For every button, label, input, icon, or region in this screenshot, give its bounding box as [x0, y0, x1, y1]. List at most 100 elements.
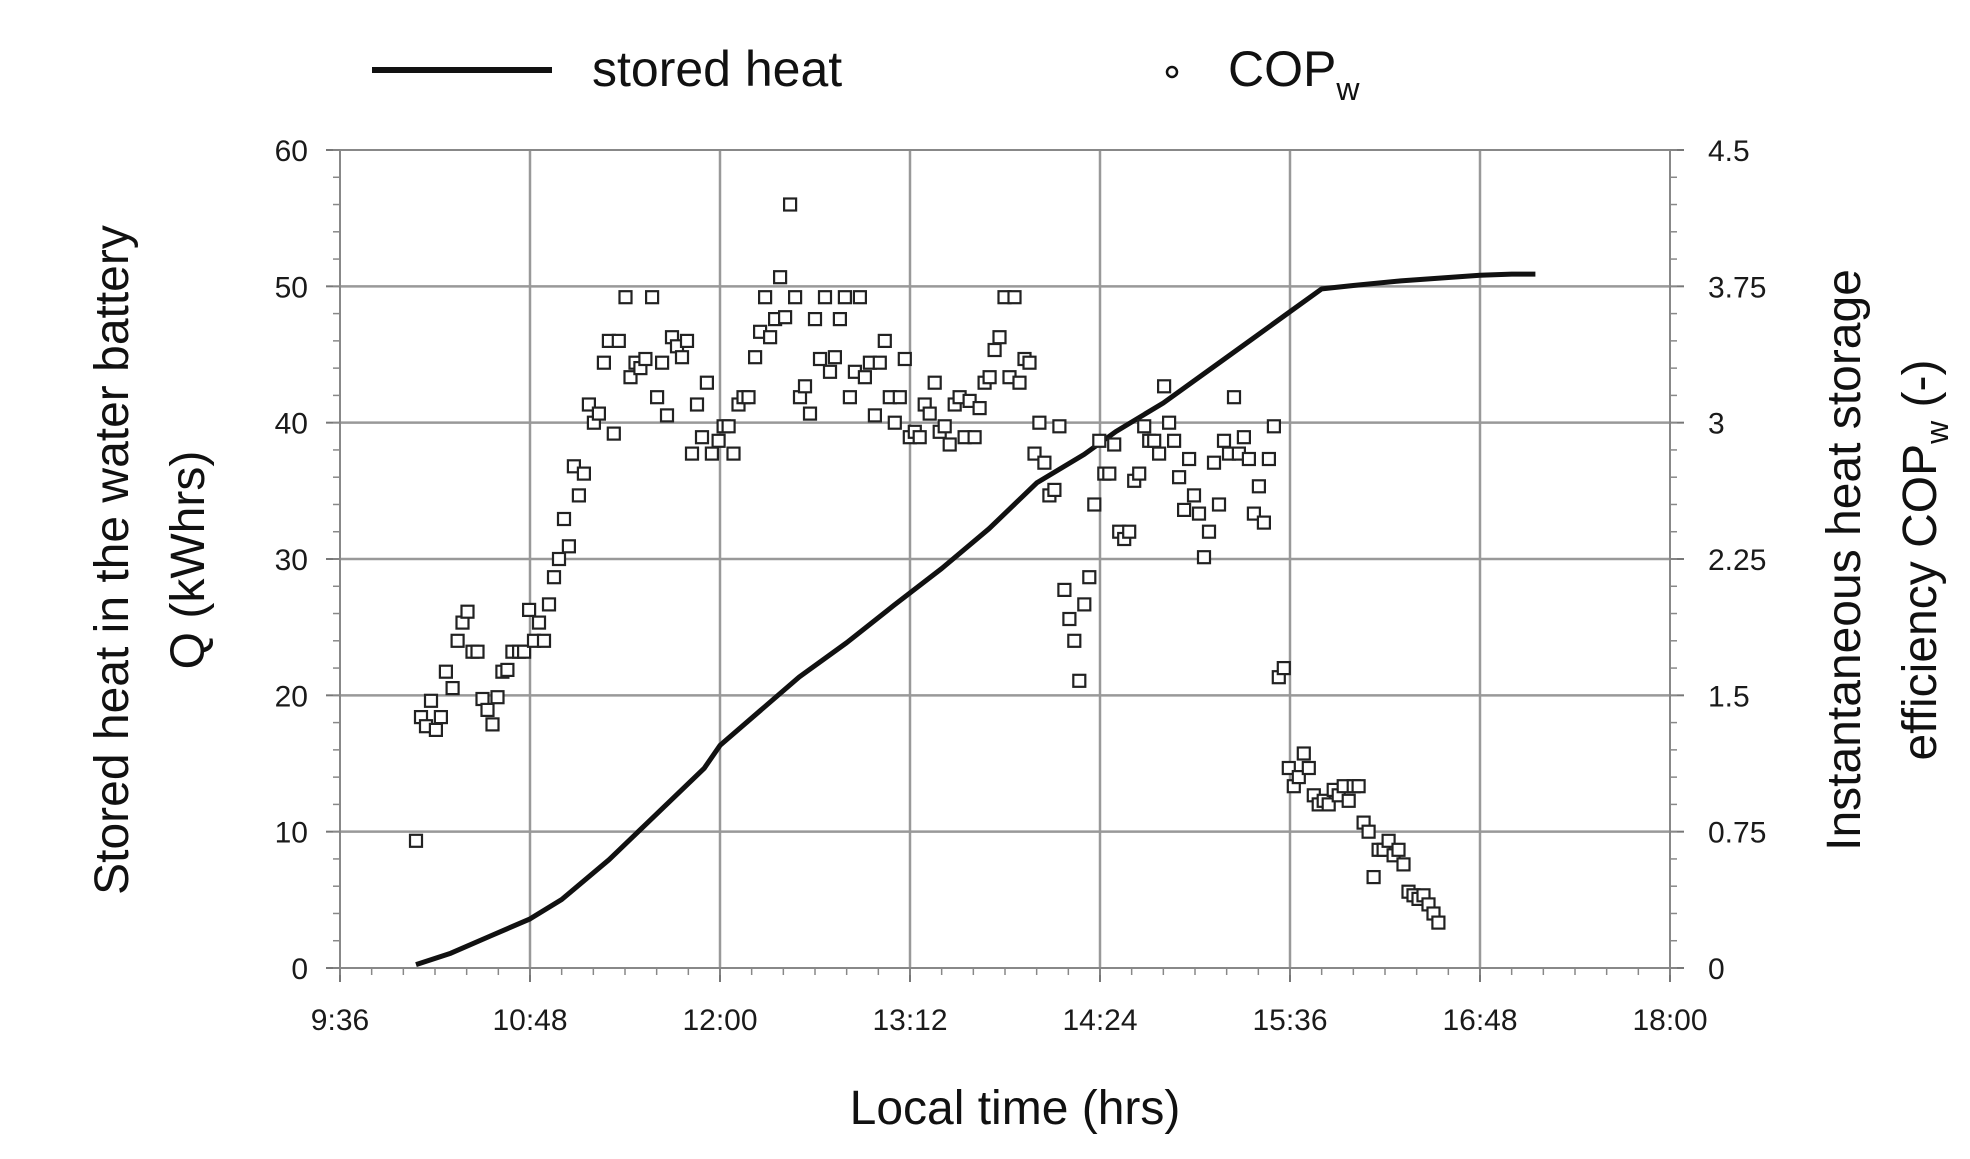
cop-point [490, 690, 505, 705]
cop-point [982, 370, 997, 385]
cop-point [1161, 415, 1177, 430]
cop-point [689, 397, 705, 412]
cop-point [1206, 455, 1222, 470]
y-axis-title-line2: Q (kWhrs) [162, 451, 215, 670]
cop-point [1147, 433, 1162, 448]
cop-point [772, 270, 788, 285]
cop-point [1122, 524, 1137, 539]
cop-point [561, 539, 577, 554]
cop-point [922, 406, 937, 421]
cop-point [1132, 466, 1147, 481]
cop-point [827, 350, 843, 365]
cop-point [649, 390, 665, 405]
cop-point [679, 333, 695, 348]
y2-tick-label: 4.5 [1708, 135, 1750, 168]
legend-line-label: stored heat [592, 41, 842, 97]
cop-point [1007, 290, 1022, 305]
cop-point [611, 333, 626, 348]
plot-grid [340, 150, 1670, 968]
cop-point [1012, 375, 1027, 390]
stored-heat-line [415, 271, 1536, 967]
y-tick-label: 50 [275, 271, 308, 304]
cop-point [638, 351, 653, 367]
cop-point [1151, 446, 1167, 461]
cop-point [857, 370, 873, 385]
cop-point [659, 408, 675, 423]
cop-point [721, 419, 736, 434]
cop-point [711, 433, 726, 448]
cop-point [887, 415, 902, 430]
cop-point [822, 364, 838, 379]
cop-point [1431, 915, 1446, 930]
x-tick-label: 18:00 [1632, 1004, 1707, 1037]
x-tick-label: 12:00 [682, 1004, 757, 1037]
legend-scatter-label: COPw [1228, 41, 1360, 107]
cop-point [1107, 437, 1122, 452]
cop-point [1102, 466, 1117, 481]
cop-point [1047, 482, 1062, 497]
cop-point [1211, 497, 1227, 512]
cop-point [1396, 857, 1411, 872]
y2-tick-label: 2.25 [1708, 544, 1766, 577]
cop-point [1052, 419, 1067, 434]
cop-point [1236, 430, 1252, 445]
x-tick-label: 9:36 [311, 1004, 369, 1037]
cop-point [1186, 488, 1202, 503]
cop-point [757, 290, 773, 305]
cop-point [1137, 419, 1152, 434]
cop-point [972, 401, 987, 416]
y2-tick-labels: 0 0.75 1.5 2.25 3 3.75 4.5 [1708, 135, 1766, 986]
cop-point [1191, 506, 1207, 521]
cop-point [556, 511, 572, 527]
cop-point [618, 290, 633, 305]
cop-point [1156, 379, 1172, 394]
cop-point [1216, 433, 1232, 448]
x-tick-labels: 9:36 10:48 12:00 13:12 14:24 15:36 16:48 18:00 [311, 1004, 1708, 1037]
cop-point [812, 351, 828, 367]
cop-point [606, 426, 621, 441]
cop-point [438, 664, 453, 679]
cop-point [937, 419, 952, 434]
cop-point [1241, 451, 1257, 467]
y-axis-title-line1: Stored heat in the water battery [86, 225, 139, 895]
cop-point [726, 446, 741, 461]
cop-point [777, 310, 793, 325]
y2-axis-title-line1: Instantaneous heat storage [1818, 269, 1871, 851]
cop-point [1201, 524, 1217, 539]
cop-point [817, 290, 833, 305]
y2-tick-label: 1.5 [1708, 680, 1750, 713]
cop-point [1261, 451, 1277, 467]
cop-point [450, 633, 465, 648]
cop-point [1087, 497, 1102, 512]
x-tick-label: 14:24 [1062, 1004, 1137, 1037]
cop-point [1276, 660, 1291, 676]
y2-axis-title-line2: efficiency COPw (-) [1894, 360, 1955, 761]
cop-point [516, 644, 532, 659]
y-tick-label: 30 [275, 544, 308, 577]
cop-point [987, 342, 1002, 358]
cop-point [704, 446, 720, 461]
cop-point [480, 702, 495, 718]
cop-point [541, 597, 557, 612]
cop-point [1077, 597, 1092, 612]
y2-axis-title: Instantaneous heat storage efficiency CO… [1818, 269, 1955, 851]
x-tick-label: 15:36 [1252, 1004, 1327, 1037]
cop-point [644, 290, 660, 305]
y-tick-label: 10 [275, 817, 308, 850]
cop-point [762, 330, 778, 345]
cop-point [1266, 419, 1282, 434]
cop-point [1341, 793, 1356, 808]
cop-point [877, 333, 892, 348]
legend-scatter-swatch [1165, 65, 1179, 79]
cop-point [912, 430, 927, 445]
cop-point [1166, 433, 1182, 448]
cop-point [1176, 502, 1192, 517]
cop-point [1022, 355, 1037, 370]
cop-point [1062, 611, 1077, 627]
cop-point [699, 375, 715, 390]
cop-point [1296, 746, 1311, 761]
cop-point [832, 312, 848, 327]
cop-point [867, 408, 883, 423]
cop-point [1057, 582, 1072, 598]
cop-point [927, 375, 942, 390]
